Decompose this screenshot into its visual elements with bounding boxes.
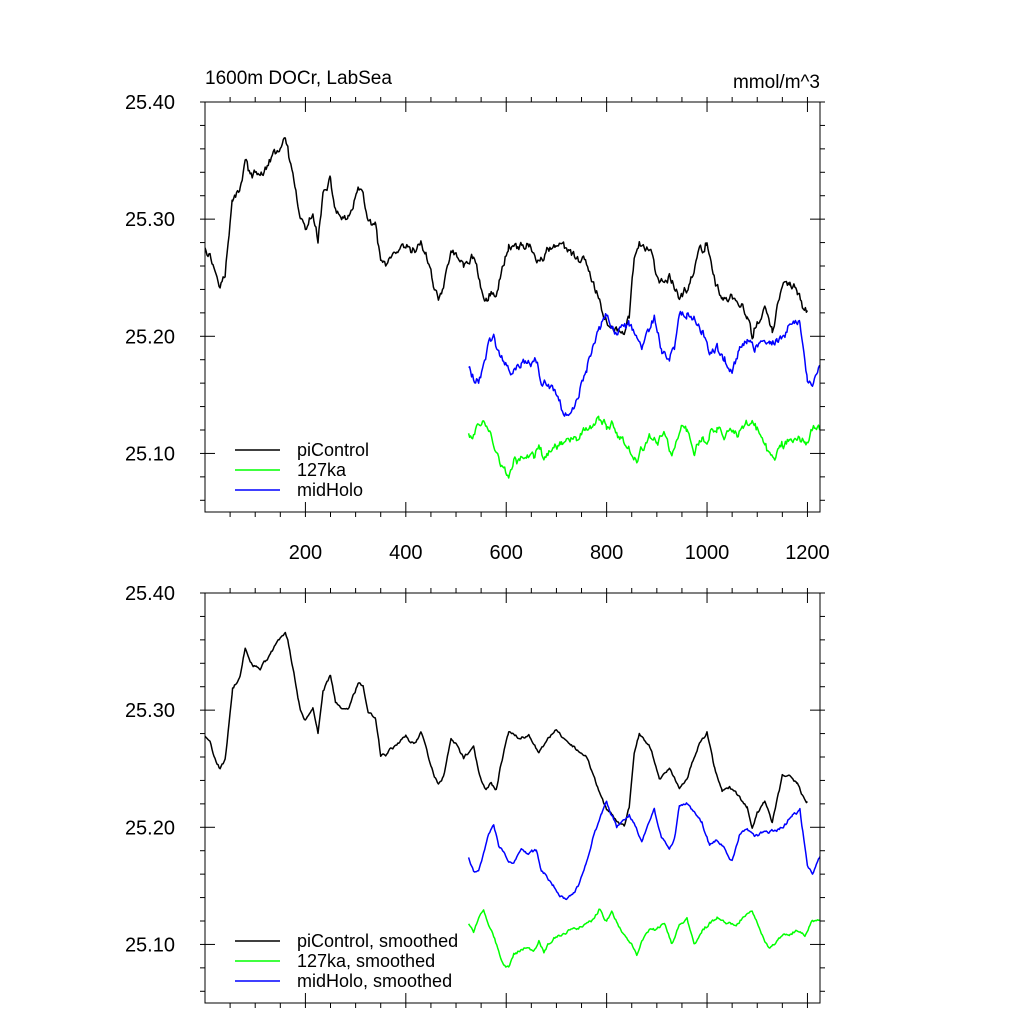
series-line-3 bbox=[467, 800, 820, 901]
legend-label-3: midHolo bbox=[297, 480, 363, 500]
y-tick-label: 25.10 bbox=[125, 443, 175, 465]
x-tick-label: 200 bbox=[289, 542, 322, 564]
plot-frame bbox=[204, 101, 821, 513]
x-tick-label: 1000 bbox=[685, 542, 730, 564]
legend-label-2: 127ka bbox=[297, 460, 347, 480]
y-tick-label: 25.10 bbox=[125, 934, 175, 956]
y-tick-label: 25.20 bbox=[125, 326, 175, 348]
x-tick-label: 800 bbox=[590, 542, 623, 564]
chart-panel-2: 25.10 25.20 25.30 25.40 piControl, smoothed1… bbox=[125, 583, 825, 1008]
units-label: mmol/m^3 bbox=[733, 72, 820, 93]
series-line-2 bbox=[467, 415, 820, 479]
series-line-1 bbox=[205, 137, 809, 340]
legend-label-2: 127ka, smoothed bbox=[297, 951, 435, 971]
chart-title: 1600m DOCr, LabSea bbox=[205, 68, 392, 89]
x-tick-label: 600 bbox=[490, 542, 523, 564]
y-tick-label: 25.40 bbox=[125, 92, 175, 114]
chart-panel-1: 200 400 600 800 1000 1200 25.10 25.20 25.30 25.40… bbox=[125, 68, 830, 564]
y-tick-label: 25.40 bbox=[125, 583, 175, 605]
y-tick-label: 25.30 bbox=[125, 209, 175, 231]
legend-label-3: midHolo, smoothed bbox=[297, 971, 452, 991]
series-line-1 bbox=[205, 631, 808, 829]
x-tick-label: 1200 bbox=[785, 542, 830, 564]
series-line-2 bbox=[467, 908, 820, 968]
x-tick-label: 400 bbox=[389, 542, 422, 564]
series-line-3 bbox=[468, 310, 820, 417]
legend-label-1: piControl, smoothed bbox=[297, 931, 458, 951]
y-tick-label: 25.30 bbox=[125, 700, 175, 722]
y-tick-label: 25.20 bbox=[125, 817, 175, 839]
legend-label-1: piControl bbox=[297, 440, 369, 460]
plot-frame bbox=[204, 592, 821, 1004]
